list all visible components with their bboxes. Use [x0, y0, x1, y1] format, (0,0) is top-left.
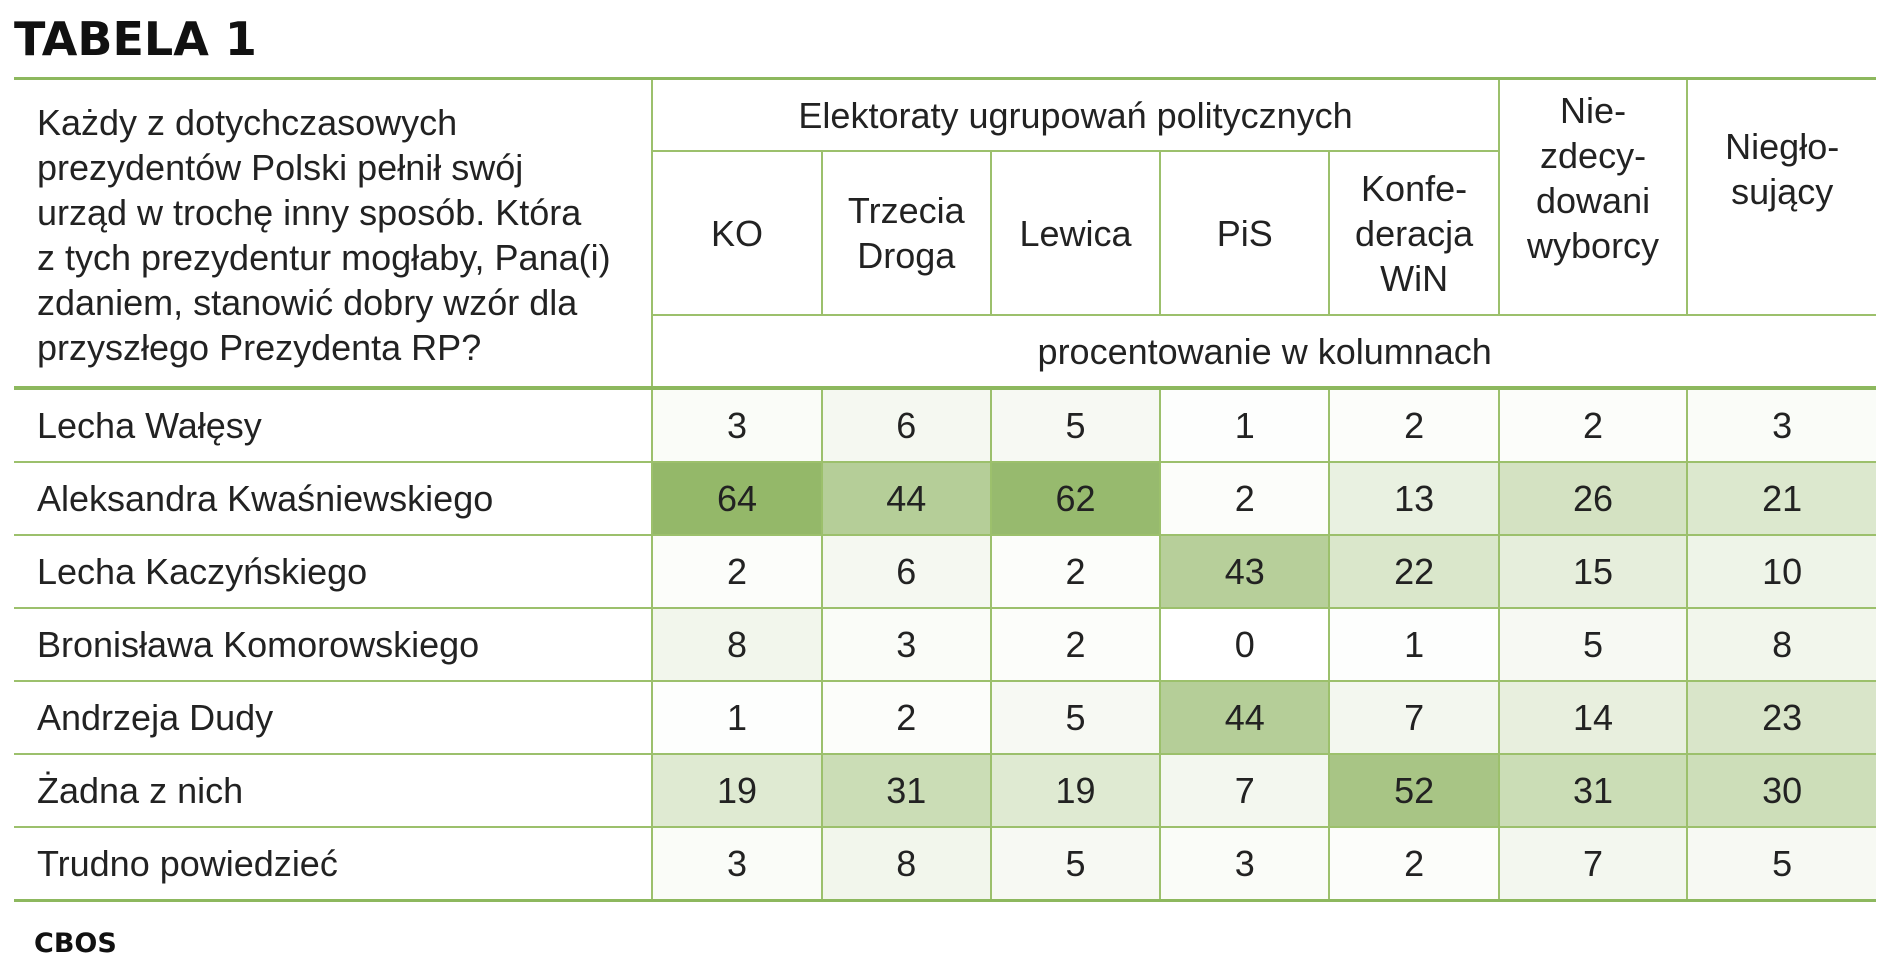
col-header-nonvoters: Niegło- sujący — [1686, 77, 1876, 316]
value-cell: 5 — [1686, 826, 1876, 902]
col-header-konfederacja: Konfe- deracja WiN — [1328, 150, 1500, 316]
row-label: Andrzeja Dudy — [14, 680, 654, 755]
col-header-trzecia-droga: Trzecia Droga — [820, 150, 992, 316]
value-cell: 0 — [1159, 607, 1331, 682]
question-line: urząd w trochę inny sposób. Która — [37, 192, 582, 233]
value-cell: 2 — [820, 680, 992, 755]
row-label: Bronisława Komorowskiego — [14, 607, 654, 682]
value-cell: 2 — [989, 607, 1162, 682]
col-header-line: dowani — [1536, 180, 1651, 221]
col-header-line: Nie- — [1560, 90, 1627, 131]
value-cell: 5 — [989, 826, 1162, 902]
col-header-undecided: Nie- zdecy- dowani wyborcy — [1497, 77, 1689, 316]
value-cell: 19 — [651, 753, 823, 828]
value-cell: 6 — [820, 534, 992, 609]
value-cell: 8 — [820, 826, 992, 902]
table-row: Andrzeja Dudy 1 2 5 44 7 14 23 — [14, 680, 1876, 755]
col-header-line: sujący — [1731, 171, 1834, 212]
table-body: Lecha Wałęsy 3 6 5 1 2 2 3 Aleksandra Kwaśniewsk… — [14, 386, 1876, 902]
row-label: Trudno powiedzieć — [14, 826, 654, 902]
col-header-line: Lewica — [1019, 212, 1132, 254]
col-header-pis: PiS — [1159, 150, 1331, 316]
col-header-line: WiN — [1380, 257, 1449, 299]
value-cell: 30 — [1686, 753, 1876, 828]
question-line: zdaniem, stanowić dobry wzór dla — [37, 282, 578, 323]
row-label: Lecha Wałęsy — [14, 386, 654, 463]
table-row: Lecha Kaczyńskiego 2 6 2 43 22 15 10 — [14, 534, 1876, 609]
value-cell: 3 — [651, 826, 823, 902]
value-cell: 44 — [820, 461, 992, 536]
value-cell: 2 — [1328, 826, 1500, 902]
value-cell: 2 — [989, 534, 1162, 609]
value-cell: 8 — [651, 607, 823, 682]
col-header-ko: KO — [651, 150, 823, 316]
value-cell: 7 — [1497, 826, 1689, 902]
col-header-lewica: Lewica — [989, 150, 1162, 316]
group-header: Elektoraty ugrupowań politycznych — [651, 77, 1500, 152]
value-cell: 1 — [1328, 607, 1500, 682]
value-cell: 3 — [1159, 826, 1331, 902]
value-cell: 6 — [820, 386, 992, 463]
table-title: TABELA 1 — [14, 12, 257, 66]
value-cell: 22 — [1328, 534, 1500, 609]
value-cell: 43 — [1159, 534, 1331, 609]
value-cell: 2 — [1328, 386, 1500, 463]
row-label: Aleksandra Kwaśniewskiego — [14, 461, 654, 536]
table-row: Żadna z nich 19 31 19 7 52 31 30 — [14, 753, 1876, 828]
col-header-line: KO — [711, 212, 764, 254]
value-cell: 7 — [1328, 680, 1500, 755]
col-header-line: wyborcy — [1527, 225, 1660, 266]
value-cell: 44 — [1159, 680, 1331, 755]
value-cell: 19 — [989, 753, 1162, 828]
value-cell: 21 — [1686, 461, 1876, 536]
value-cell: 8 — [1686, 607, 1876, 682]
table-row: Trudno powiedzieć 3 8 5 3 2 7 5 — [14, 826, 1876, 902]
value-cell: 1 — [651, 680, 823, 755]
value-cell: 64 — [651, 461, 823, 536]
col-header-line: Trzecia — [847, 190, 965, 231]
value-cell: 2 — [651, 534, 823, 609]
col-header-line: Niegło- — [1725, 126, 1840, 167]
value-cell: 14 — [1497, 680, 1689, 755]
row-label: Lecha Kaczyńskiego — [14, 534, 654, 609]
col-header-line: zdecy- — [1540, 135, 1647, 176]
value-cell: 3 — [820, 607, 992, 682]
value-cell: 26 — [1497, 461, 1689, 536]
question-line: przyszłego Prezydenta RP? — [37, 327, 482, 368]
question-line: z tych prezydentur mogłaby, Pana(i) — [37, 237, 611, 278]
question-line: Każdy z dotychczasowych — [37, 102, 458, 143]
col-header-line: deracja — [1355, 212, 1474, 254]
value-cell: 52 — [1328, 753, 1500, 828]
question-line: prezydentów Polski pełnił swój — [37, 147, 524, 188]
value-cell: 3 — [1686, 386, 1876, 463]
value-cell: 1 — [1159, 386, 1331, 463]
value-cell: 10 — [1686, 534, 1876, 609]
value-cell: 3 — [651, 386, 823, 463]
value-cell: 5 — [989, 386, 1162, 463]
value-cell: 2 — [1497, 386, 1689, 463]
value-cell: 62 — [989, 461, 1162, 536]
value-cell: 7 — [1159, 753, 1331, 828]
row-label: Żadna z nich — [14, 753, 654, 828]
value-cell: 31 — [820, 753, 992, 828]
table-row: Aleksandra Kwaśniewskiego 64 44 62 2 13 26 21 — [14, 461, 1876, 536]
table-row: Lecha Wałęsy 3 6 5 1 2 2 3 — [14, 386, 1876, 463]
table-row: Bronisława Komorowskiego 8 3 2 0 1 5 8 — [14, 607, 1876, 682]
value-cell: 5 — [989, 680, 1162, 755]
col-header-line: Konfe- — [1361, 167, 1468, 209]
question-cell: Każdy z dotychczasowych prezydentów Pols… — [14, 77, 654, 390]
value-cell: 15 — [1497, 534, 1689, 609]
source-label: CBOS — [34, 928, 117, 959]
unit-note: procentowanie w kolumnach — [651, 314, 1876, 390]
value-cell: 2 — [1159, 461, 1331, 536]
value-cell: 13 — [1328, 461, 1500, 536]
results-table: Każdy z dotychczasowych prezydentów Pols… — [14, 77, 1876, 902]
value-cell: 31 — [1497, 753, 1689, 828]
value-cell: 5 — [1497, 607, 1689, 682]
col-header-line: PiS — [1216, 212, 1273, 254]
value-cell: 23 — [1686, 680, 1876, 755]
col-header-line: Droga — [857, 235, 956, 276]
